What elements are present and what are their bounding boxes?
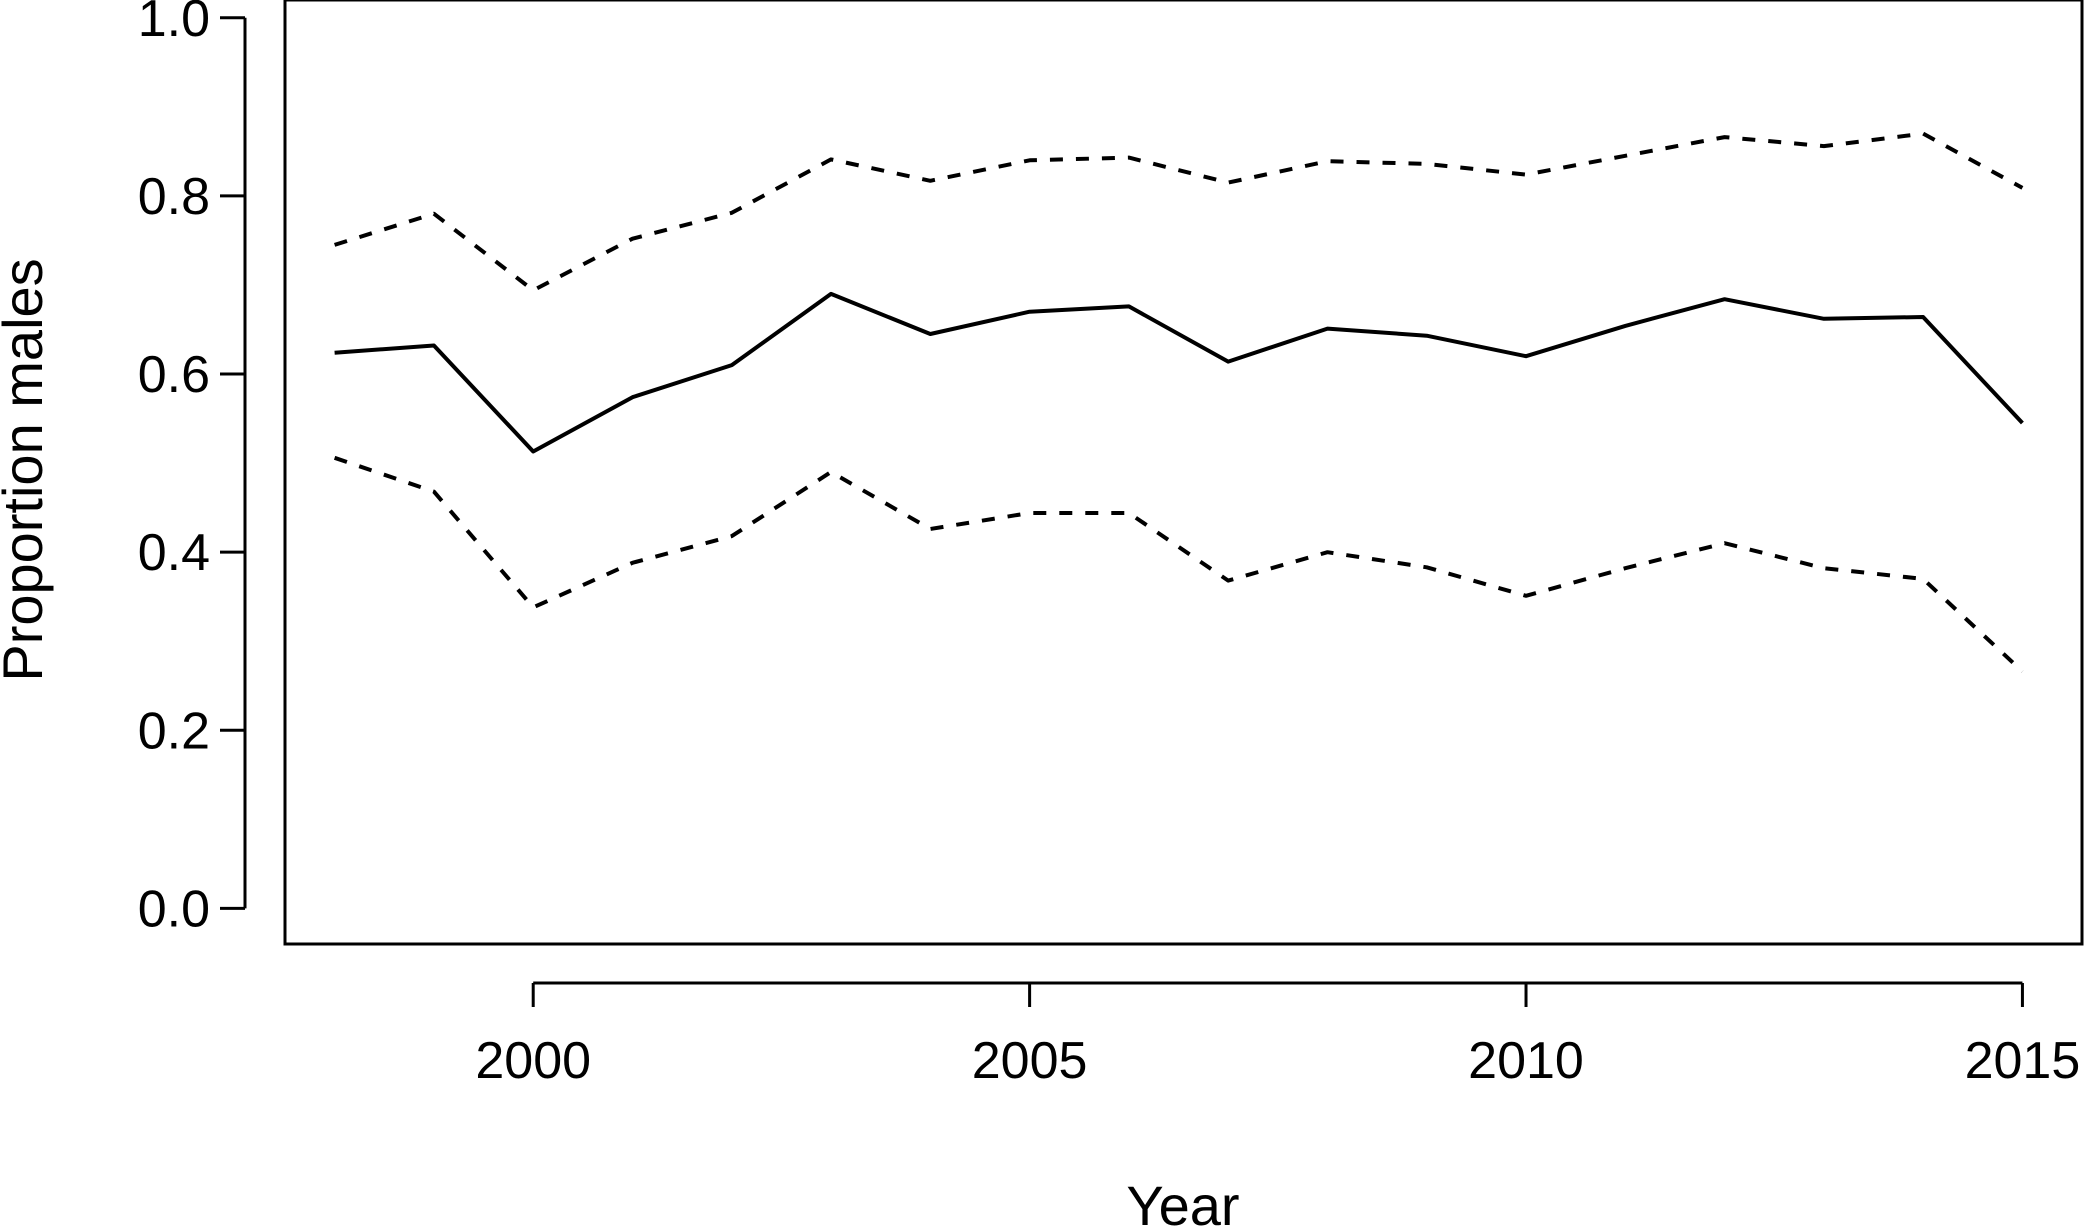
y-tick-label: 0.6: [138, 346, 210, 404]
x-tick-label: 2010: [1468, 1032, 1584, 1090]
plot-frame: [283, 0, 2084, 946]
x-tick-label: 2000: [475, 1032, 591, 1090]
series-layer: [333, 131, 2024, 673]
series-line-estimate: [334, 291, 2024, 454]
y-tick-label: 0.8: [138, 168, 210, 226]
y-tick-label: 0.0: [138, 880, 210, 938]
x-axis-title: Year: [1126, 1174, 1239, 1229]
x-tick-label: 2015: [1965, 1032, 2081, 1090]
y-axis: 0.0 0.2 0.4 0.6 0.8 1.0: [138, 0, 247, 938]
x-tick-label: 2005: [972, 1032, 1088, 1090]
y-tick-label: 0.2: [138, 702, 210, 760]
y-tick-label: 0.4: [138, 524, 210, 582]
x-axis: 2000 2005 2010 2015: [475, 981, 2081, 1090]
y-axis-title: Proportion males: [0, 258, 54, 681]
y-tick-label: 1.0: [138, 0, 210, 48]
series-line-upper-bound: [334, 131, 2024, 293]
series-line-lower-bound: [333, 455, 2024, 673]
